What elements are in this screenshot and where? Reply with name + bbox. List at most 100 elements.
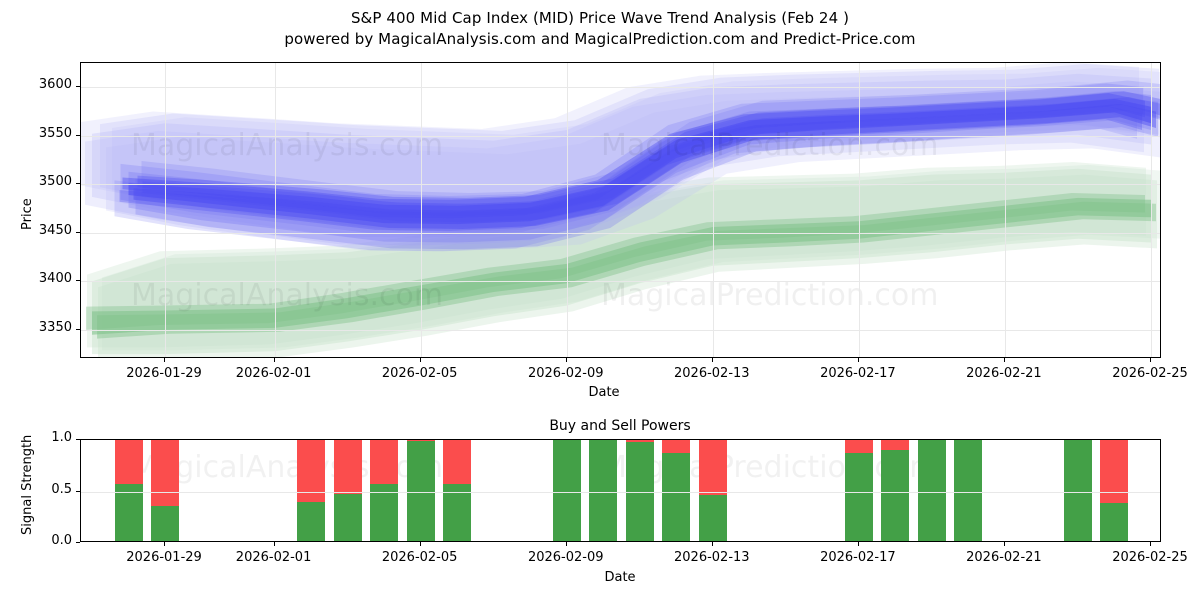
signal-bar-buy-segment	[370, 484, 399, 541]
price-gridline-v	[1151, 63, 1152, 357]
wave-band-2	[142, 97, 1160, 223]
signal-x-tick	[1003, 542, 1005, 546]
signal-y-tick-label: 0.0	[51, 533, 72, 548]
signal-bar	[662, 440, 691, 541]
signal-x-tick	[164, 542, 166, 546]
signal-bar-buy-segment	[406, 441, 435, 541]
signal-bar-sell-segment	[151, 440, 180, 506]
signal-bar-buy-segment	[917, 440, 946, 541]
price-y-tick-label: 3600	[38, 77, 72, 93]
wave-band-0	[100, 64, 1159, 228]
signal-bar	[552, 440, 581, 541]
signal-bar-buy-segment	[114, 484, 143, 541]
signal-bar-buy-segment	[443, 484, 472, 541]
signal-bar	[333, 440, 362, 541]
signal-bar-sell-segment	[1100, 440, 1129, 503]
signal-bar	[625, 440, 654, 541]
price-plot-area: MagicalAnalysis.com MagicalPrediction.co…	[80, 62, 1161, 358]
signal-bar	[1063, 440, 1092, 541]
signal-bar-buy-segment	[552, 440, 581, 541]
signal-bar-buy-segment	[297, 501, 326, 541]
signal-x-tick-label: 2026-02-05	[381, 550, 458, 565]
signal-x-tick	[419, 542, 421, 546]
signal-x-tick-label: 2026-02-01	[235, 550, 312, 565]
signal-bar-buy-segment	[662, 453, 691, 541]
price-x-tick	[1150, 358, 1151, 362]
price-gridline-v	[165, 63, 167, 357]
price-x-axis-title: Date	[588, 385, 620, 400]
signal-bar-sell-segment	[370, 440, 399, 485]
signal-x-tick	[565, 542, 567, 546]
signal-bar	[406, 440, 435, 541]
signal-y-tick	[76, 542, 80, 543]
signal-bar	[954, 440, 983, 541]
price-y-tick	[76, 280, 80, 282]
signal-bar-buy-segment	[1063, 440, 1092, 541]
signal-x-tick-label: 2026-02-09	[527, 550, 604, 565]
price-x-tick-label: 2026-02-05	[381, 366, 458, 381]
signal-x-tick	[711, 542, 713, 546]
signal-bar	[443, 440, 472, 541]
price-x-tick-label: 2026-02-01	[235, 366, 312, 381]
signal-x-tick-label: 2026-02-13	[674, 550, 750, 565]
signal-x-tick-label: 2026-02-21	[966, 550, 1042, 565]
price-gridline-v	[858, 63, 860, 357]
signal-bar	[589, 440, 618, 541]
signal-x-tick	[1150, 542, 1151, 546]
price-y-axis-title: Price	[20, 198, 35, 230]
signal-bar-sell-segment	[954, 440, 983, 441]
page-subtitle: powered by MagicalAnalysis.com and Magic…	[284, 30, 916, 48]
price-gridline-v	[274, 63, 276, 357]
signal-bar-buy-segment	[954, 440, 983, 541]
price-gridline	[81, 184, 1160, 186]
price-gridline-v	[712, 63, 714, 357]
wave-band-0	[112, 67, 1160, 232]
signal-bar-sell-segment	[662, 440, 691, 454]
signal-y-tick	[76, 490, 80, 492]
title-block: S&P 400 Mid Cap Index (MID) Price Wave T…	[0, 8, 1200, 50]
signal-x-tick-label: 2026-02-25	[1112, 550, 1188, 565]
price-gridline	[81, 281, 1160, 283]
price-x-tick-label: 2026-02-09	[527, 366, 604, 381]
signal-bar	[370, 440, 399, 541]
signal-chart-title: Buy and Sell Powers	[549, 418, 691, 434]
signal-x-tick-label: 2026-01-29	[126, 550, 202, 565]
price-y-tick-label: 3500	[38, 174, 72, 190]
price-y-tick	[76, 231, 80, 233]
signal-x-tick-label: 2026-02-17	[820, 550, 896, 565]
signal-y-tick-label: 0.5	[51, 481, 72, 497]
price-x-tick-label: 2026-01-29	[126, 366, 202, 381]
signal-y-tick	[76, 439, 80, 440]
price-y-tick	[76, 328, 80, 330]
signal-y-axis-title: Signal Strength	[20, 434, 35, 535]
price-x-tick	[565, 358, 567, 362]
price-x-tick	[419, 358, 421, 362]
signal-bar-buy-segment	[151, 505, 180, 541]
signal-bar-sell-segment	[114, 440, 143, 485]
signal-bar-buy-segment	[589, 440, 618, 541]
price-gridline	[81, 232, 1160, 234]
price-gridline-v	[1004, 63, 1006, 357]
wave-band-2	[119, 105, 1142, 231]
wave-band-4	[92, 197, 1151, 335]
signal-bar-sell-segment	[881, 440, 910, 451]
price-gridline	[81, 329, 1160, 331]
wave-band-4	[86, 193, 1145, 330]
price-gridline	[81, 135, 1160, 137]
signal-bar-buy-segment	[698, 494, 727, 541]
signal-y-tick-label: 1.0	[51, 430, 72, 445]
signal-bar-sell-segment	[406, 440, 435, 442]
page-title: S&P 400 Mid Cap Index (MID) Price Wave T…	[350, 9, 850, 27]
signal-bar-sell-segment	[443, 440, 472, 485]
price-y-tick-label: 3400	[38, 271, 72, 287]
signal-x-tick	[273, 542, 275, 546]
signal-bar-buy-segment	[844, 453, 873, 541]
price-x-tick	[273, 358, 275, 362]
price-y-tick	[76, 183, 80, 185]
signal-bar-sell-segment	[917, 440, 946, 441]
signal-bar-sell-segment	[844, 440, 873, 454]
price-gridline-v	[566, 63, 568, 357]
signal-bar-sell-segment	[698, 440, 727, 495]
signal-gridline	[81, 491, 1160, 493]
signal-bar	[297, 440, 326, 541]
